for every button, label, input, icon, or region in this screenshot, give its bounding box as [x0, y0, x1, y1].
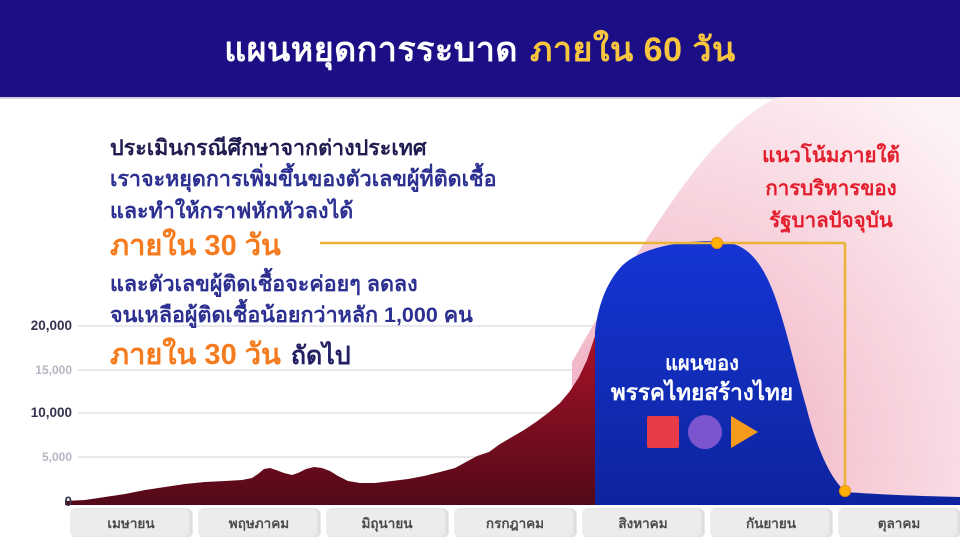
month-tab-september: กันยายน — [710, 508, 832, 537]
y-tick-0: 0 — [64, 494, 72, 509]
month-tab-april: เมษายน — [70, 508, 192, 537]
month-tab-august: สิงหาคม — [582, 508, 704, 537]
y-tick-10000: 10,000 — [30, 405, 72, 420]
plan-label-line2: พรรคไทยสร้างไทย — [610, 380, 794, 405]
peak-dot — [711, 237, 723, 249]
projection-note-line1: แนวโน้มภายใต้ — [762, 144, 900, 167]
left-note-30days-2: ภายใน 30 วัน ถัดไป — [110, 331, 351, 377]
y-tick-15000: 15,000 — [35, 363, 72, 377]
left-note-30days-1: ภายใน 30 วัน — [110, 230, 281, 262]
month-tab-july: กรกฎาคม — [454, 508, 576, 537]
projection-note: แนวโน้มภายใต้ การบริหารของ รัฐบาลปัจจุบั… — [745, 140, 917, 238]
y-tick-20000: 20,000 — [30, 318, 72, 333]
actual-cases-area — [65, 336, 595, 505]
page-title: แผนหยุดการระบาด — [224, 30, 518, 69]
month-tab-may: พฤษภาคม — [198, 508, 320, 537]
header-banner: แผนหยุดการระบาด ภายใน 60 วัน — [0, 0, 960, 97]
end-dot — [839, 485, 851, 497]
left-note-line5: จนเหลือผู้ติดเชื้อน้อยกว่าหลัก 1,000 คน — [110, 303, 473, 327]
left-note-30days-2-highlight: ภายใน 30 วัน — [110, 339, 281, 371]
party-logo-circle-icon — [687, 415, 722, 449]
month-tab-june: มิถุนายน — [326, 508, 448, 537]
left-note-30days-2-suffix: ถัดไป — [290, 342, 351, 370]
projection-note-line3: รัฐบาลปัจจุบัน — [769, 209, 893, 232]
projection-note-line2: การบริหารของ — [765, 176, 897, 200]
left-note-line2: เราจะหยุดการเพิ่มขึ้นของตัวเลขผู้ที่ติดเ… — [110, 167, 497, 191]
timeline-annotation — [320, 237, 851, 497]
party-logo — [600, 414, 804, 450]
left-note-line3: และทำให้กราฟหักหัวลงได้ — [110, 199, 354, 223]
plan-label: แผนของ พรรคไทยสร้างไทย — [600, 350, 804, 450]
left-note-line4: และตัวเลขผู้ติดเชื้อจะค่อยๆ ลดลง — [110, 272, 418, 296]
month-tab-october: ตุลาคม — [838, 508, 960, 537]
left-note-title: ประเมินกรณีศึกษาจากต่างประเทศ — [110, 136, 427, 160]
party-logo-square-icon — [646, 416, 679, 448]
page-title-highlight: ภายใน 60 วัน — [529, 30, 736, 69]
month-axis: เมษายน พฤษภาคม มิถุนายน กรกฎาคม สิงหาคม … — [70, 508, 960, 537]
plan-area — [595, 241, 960, 505]
party-logo-triangle-icon — [730, 416, 758, 448]
plan-label-line1: แผนของ — [665, 353, 739, 375]
y-tick-5000: 5,000 — [41, 450, 72, 464]
